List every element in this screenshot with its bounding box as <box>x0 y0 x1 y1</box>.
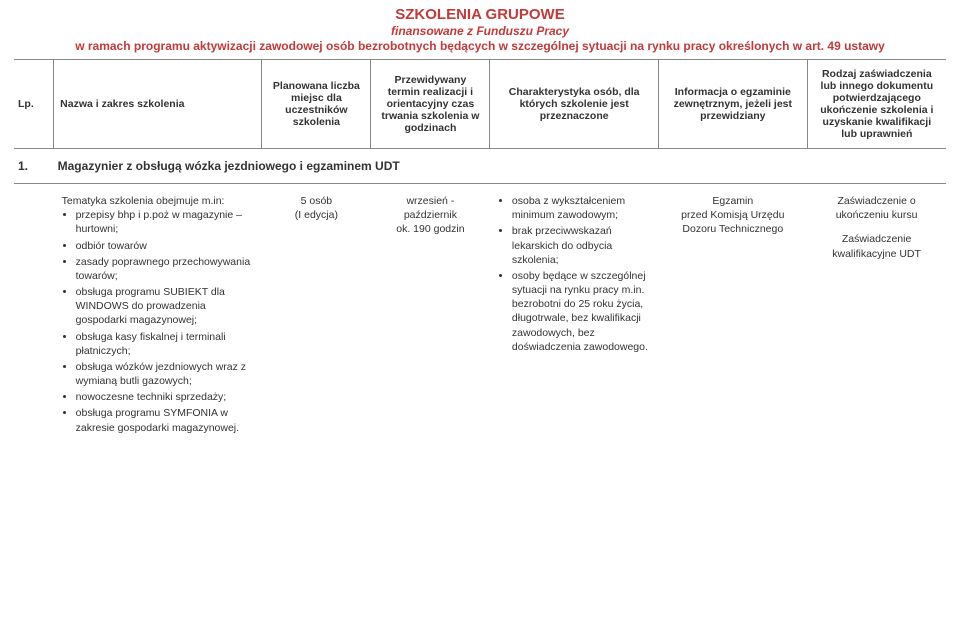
col-char: Charakterystyka osób, dla których szkole… <box>490 60 659 149</box>
section-num: 1. <box>14 149 54 184</box>
cell-char: osoba z wykształceniem minimum zawodowym… <box>490 184 659 447</box>
col-info: Informacja o egzaminie zewnętrznym, jeże… <box>658 60 807 149</box>
cell-info: Egzamin przed Komisją Urzędu Dozoru Tech… <box>658 184 807 447</box>
doc-subtitle-1: finansowane z Funduszu Pracy <box>14 24 946 38</box>
info-line2: przed Komisją Urzędu Dozoru Technicznego <box>666 208 799 236</box>
doc-subtitle-2: w ramach programu aktywizacji zawodowej … <box>14 39 946 53</box>
scope-list: przepisy bhp i p.poż w magazynie – hurto… <box>62 208 254 435</box>
list-item: nowoczesne techniki sprzedaży; <box>76 390 254 404</box>
col-term: Przewidywany termin realizacji i orienta… <box>371 60 490 149</box>
list-item: obsługa wózków jezdniowych wraz z wymian… <box>76 360 254 388</box>
training-table: Lp. Nazwa i zakres szkolenia Planowana l… <box>14 59 946 447</box>
list-item: obsługa kasy fiskalnej i terminali płatn… <box>76 330 254 358</box>
table-row: Tematyka szkolenia obejmuje m.in: przepi… <box>14 184 946 447</box>
col-name: Nazwa i zakres szkolenia <box>54 60 262 149</box>
scope-intro: Tematyka szkolenia obejmuje m.in: <box>62 194 254 208</box>
cell-term: wrzesień - październik ok. 190 godzin <box>371 184 490 447</box>
list-item: obsługa programu SYMFONIA w zakresie gos… <box>76 406 254 434</box>
cell-rodz: Zaświadczenie o ukończeniu kursu Zaświad… <box>807 184 946 447</box>
section-title: Magazynier z obsługą wózka jezdniowego i… <box>54 149 946 184</box>
list-item: osoba z wykształceniem minimum zawodowym… <box>512 194 651 222</box>
list-item: odbiór towarów <box>76 239 254 253</box>
char-list: osoba z wykształceniem minimum zawodowym… <box>498 194 651 354</box>
list-item: obsługa programu SUBIEKT dla WINDOWS do … <box>76 285 254 328</box>
list-item: przepisy bhp i p.poż w magazynie – hurto… <box>76 208 254 236</box>
rodz-line1: Zaświadczenie o ukończeniu kursu <box>815 194 938 222</box>
col-plan: Planowana liczba miejsc dla uczestników … <box>262 60 371 149</box>
plan-line1: 5 osób <box>270 194 363 208</box>
info-line1: Egzamin <box>666 194 799 208</box>
section-row: 1. Magazynier z obsługą wózka jezdnioweg… <box>14 149 946 184</box>
rodz-line2: Zaświadczenie kwalifikacyjne UDT <box>815 232 938 260</box>
list-item: zasady poprawnego przechowywania towarów… <box>76 255 254 283</box>
term-line1: wrzesień - październik <box>379 194 482 222</box>
col-rodz: Rodzaj zaświadczenia lub innego dokument… <box>807 60 946 149</box>
col-lp: Lp. <box>14 60 54 149</box>
list-item: brak przeciwwskazań lekarskich do odbyci… <box>512 224 651 267</box>
term-line2: ok. 190 godzin <box>379 222 482 236</box>
cell-scope: Tematyka szkolenia obejmuje m.in: przepi… <box>54 184 262 447</box>
plan-line2: (I edycja) <box>270 208 363 222</box>
list-item: osoby będące w szczególnej sytuacji na r… <box>512 269 651 354</box>
table-header-row: Lp. Nazwa i zakres szkolenia Planowana l… <box>14 60 946 149</box>
doc-title: SZKOLENIA GRUPOWE <box>14 6 946 23</box>
cell-plan: 5 osób (I edycja) <box>262 184 371 447</box>
